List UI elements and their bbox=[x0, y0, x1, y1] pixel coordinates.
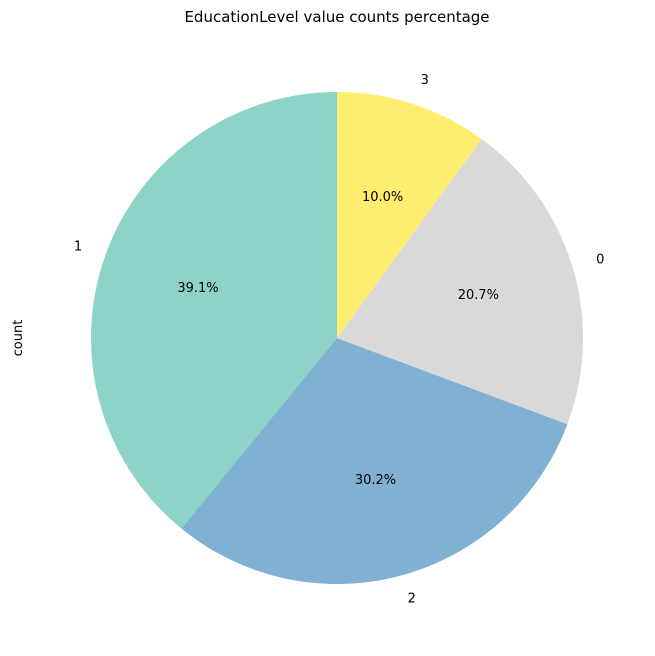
y-axis-label: count bbox=[11, 320, 26, 357]
chart-title: EducationLevel value counts percentage bbox=[184, 8, 489, 26]
slice-label-3: 3 bbox=[421, 73, 429, 88]
slice-label-0: 0 bbox=[596, 253, 604, 268]
pie-labels: 1 39.1% 2 30.2% 0 20.7% 3 10.0% bbox=[74, 73, 605, 607]
slice-label-1: 1 bbox=[74, 240, 82, 255]
slice-percent-2: 30.2% bbox=[355, 473, 396, 488]
pie-slices bbox=[90, 91, 583, 584]
pie-slice-2 bbox=[181, 338, 568, 584]
pie-slice-3 bbox=[337, 92, 482, 338]
pie-slice-0 bbox=[337, 138, 583, 425]
slice-percent-0: 20.7% bbox=[458, 288, 499, 303]
slice-percent-3: 10.0% bbox=[362, 190, 403, 205]
slice-label-2: 2 bbox=[408, 592, 416, 607]
slice-percent-1: 39.1% bbox=[177, 281, 218, 296]
pie-slice-1 bbox=[90, 91, 337, 529]
